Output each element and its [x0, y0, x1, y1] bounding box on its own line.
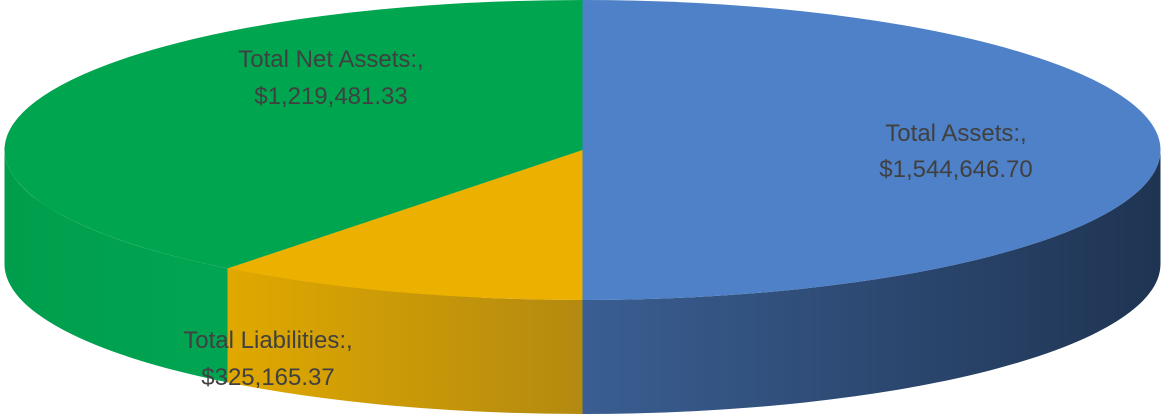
data-label-value: $1,544,646.70 [879, 156, 1032, 183]
slice-side-total-assets [582, 150, 1161, 414]
slice-top-total-assets [582, 0, 1161, 300]
data-label-value: $1,219,481.33 [254, 83, 407, 110]
data-label-category: Total Net Assets:, [238, 46, 423, 73]
data-label-value: $325,165.37 [201, 364, 334, 391]
slice-side-total-liabilities [227, 268, 583, 415]
data-label-total-assets: Total Assets:, $1,544,646.70 [879, 120, 1032, 183]
data-label-total-liabilities: Total Liabilities:, $325,165.37 [183, 327, 352, 391]
data-label-total-net-assets: Total Net Assets:, $1,219,481.33 [238, 46, 423, 110]
data-label-category: Total Liabilities:, [183, 327, 352, 354]
slice-side-total-net-assets [4, 150, 228, 383]
slice-top-total-liabilities [227, 150, 583, 300]
pie-labels: Total Assets:, $1,544,646.70 Total Liabili… [183, 46, 1032, 391]
pie-tops [4, 0, 1161, 300]
slice-top-total-net-assets [4, 0, 583, 269]
data-label-category: Total Assets:, [885, 120, 1026, 147]
